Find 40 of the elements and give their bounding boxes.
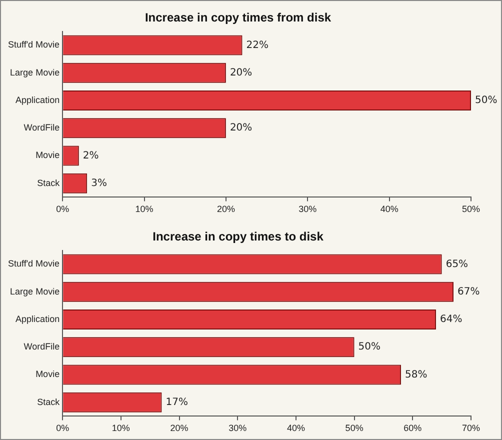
data-label: 67% [457,286,480,298]
data-label: 58% [404,369,428,380]
data-label: 3% [91,178,107,189]
x-tick-label: 20% [216,204,235,214]
x-tick-label: 20% [170,423,188,434]
chart-title: Increase in copy times from disk [144,10,332,25]
x-tick-label: 10% [135,204,154,214]
x-tick-label: 0% [56,423,70,434]
x-tick-label: 30% [228,423,247,434]
y-tick-label: Application [16,314,60,324]
data-label: 20% [230,67,252,78]
x-tick-label: 40% [380,204,398,214]
x-tick-label: 50% [345,423,364,434]
data-label: 20% [230,122,252,134]
y-tick-label: Stuff'd Movie [8,40,60,50]
data-label: 64% [440,314,462,326]
x-tick-label: 50% [462,204,480,214]
data-label: 2% [82,150,99,162]
data-label: 50% [475,95,498,106]
data-label: 17% [166,396,188,408]
x-tick-label: 0% [56,204,70,214]
y-tick-label: WordFile [24,122,60,133]
x-tick-label: 40% [286,423,305,434]
x-tick-label: 30% [298,204,317,214]
y-tick-label: Movie [36,369,60,380]
data-label: 65% [446,258,468,270]
y-tick-label: Large Movie [10,286,60,296]
chart-title: Increase in copy times to disk [152,230,324,244]
y-tick-label: Stuff'd Movie [8,258,60,269]
y-tick-label: WordFile [24,342,60,352]
y-tick-label: Stack [37,178,60,188]
x-tick-label: 70% [462,423,480,434]
data-label: 22% [246,40,269,51]
y-tick-label: Large Movie [10,67,60,78]
x-tick-label: 10% [112,423,130,434]
y-tick-label: Application [16,94,60,105]
data-label: 50% [358,342,381,353]
y-tick-label: Stack [37,396,60,407]
x-tick-label: 60% [404,423,422,434]
y-tick-label: Movie [36,150,60,160]
